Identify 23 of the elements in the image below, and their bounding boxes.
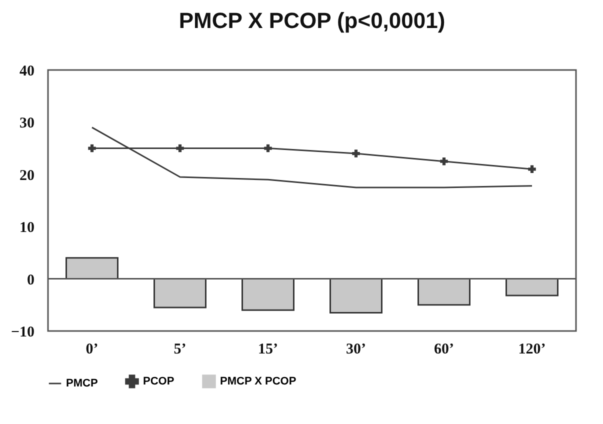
legend-label: PCOP bbox=[143, 375, 174, 388]
chart-title: PMCP X PCOP (p<0,0001) bbox=[178, 8, 446, 33]
y-tick-label: −10 bbox=[10, 324, 34, 340]
point bbox=[176, 144, 184, 152]
y-tick-label: 40 bbox=[20, 64, 34, 80]
x-tick-label: 15’ bbox=[258, 342, 278, 358]
x-tick-label: 60’ bbox=[434, 342, 454, 358]
point bbox=[440, 157, 448, 166]
legend-label: PMCP bbox=[66, 378, 98, 390]
point bbox=[352, 150, 360, 158]
x-tick-label: 5’ bbox=[174, 342, 186, 358]
point bbox=[88, 144, 96, 152]
y-tick-label: 20 bbox=[20, 168, 34, 184]
y-tick-label: 30 bbox=[20, 116, 34, 132]
x-tick-label: 0’ bbox=[86, 342, 98, 358]
line-series bbox=[91, 126, 533, 188]
x-tick-label: 30’ bbox=[346, 342, 366, 358]
legend-label: PMCP X PCOP bbox=[220, 375, 296, 388]
point bbox=[528, 165, 536, 174]
point bbox=[264, 144, 272, 152]
y-tick-label: 0 bbox=[27, 272, 34, 288]
y-tick-label: 10 bbox=[20, 220, 34, 236]
x-tick-label: 120’ bbox=[518, 342, 546, 358]
